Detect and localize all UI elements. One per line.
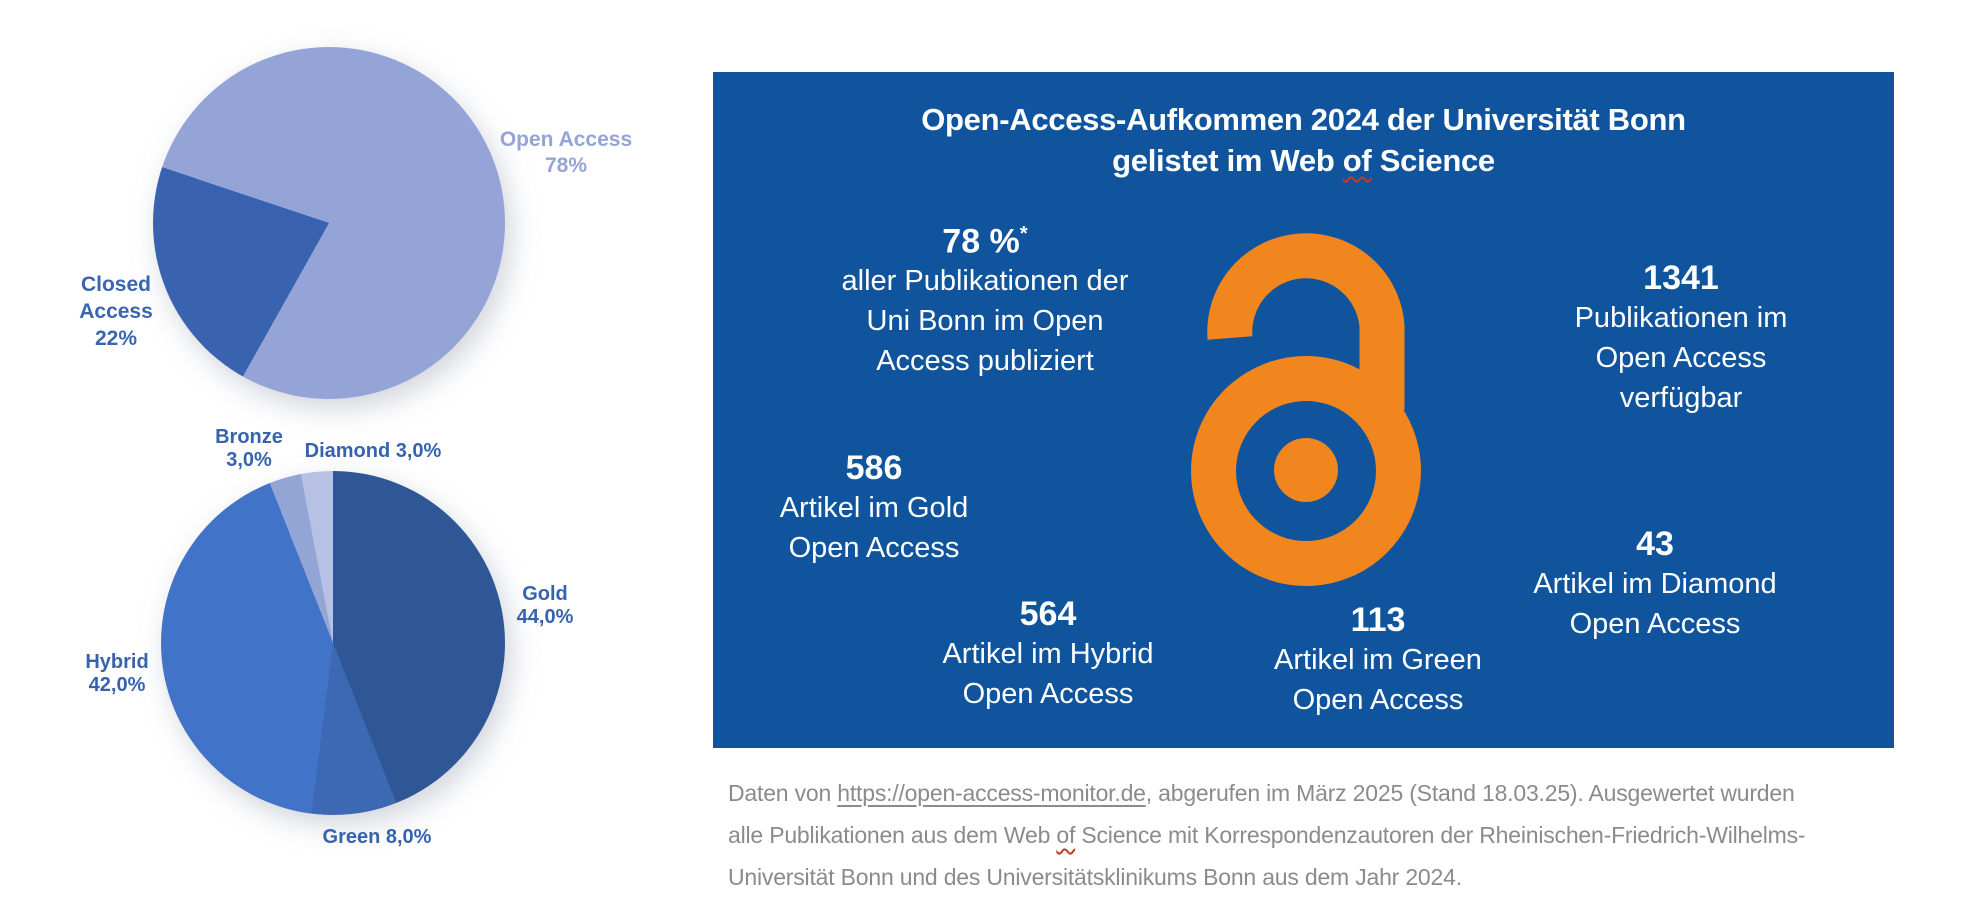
pie-label-open-access-value: 78% — [544, 154, 588, 177]
panel-title: Open-Access-Aufkommen 2024 der Universit… — [713, 99, 1894, 181]
pie-label-bronze: Bronze 3,0% — [174, 426, 324, 472]
pie-label-closed-line2: Access — [79, 300, 153, 323]
source-link[interactable]: https://open-access-monitor.de — [837, 780, 1146, 806]
pie-label-diamond: Diamond 3,0% — [273, 440, 473, 463]
pie-label-gold: Gold 44,0% — [470, 583, 620, 629]
stat-green-oa: 113 Artikel im Green Open Access — [1274, 601, 1482, 716]
lock-keyhole-dot — [1274, 438, 1338, 502]
pie-label-green: Green 8,0% — [277, 826, 477, 849]
lock-body-ring — [1191, 356, 1421, 586]
open-access-lock-icon — [1191, 233, 1421, 586]
pie-label-bronze-name: Bronze — [215, 426, 283, 448]
pie-label-hybrid-value: 42,0% — [88, 674, 146, 696]
pie-label-green-text: Green 8,0% — [322, 826, 432, 848]
panel-title-line1: Open-Access-Aufkommen 2024 der Universit… — [921, 102, 1686, 137]
pie-label-closed-value: 22% — [94, 327, 138, 350]
pie-label-hybrid: Hybrid 42,0% — [42, 651, 192, 697]
pie-label-open-access: Open Access 78% — [466, 127, 666, 179]
stat-open-access-share: 78 %* aller Publikationen der Uni Bonn i… — [805, 214, 1165, 381]
pie-chart-open-vs-closed — [153, 47, 505, 399]
source-note-line1: Daten von https://open-access-monitor.de… — [728, 780, 1795, 806]
source-note-line2: alle Publikationen aus dem Web of Scienc… — [728, 822, 1806, 848]
source-note: Daten von https://open-access-monitor.de… — [728, 772, 1878, 898]
stat-open-access-share-value: 78 %* — [942, 222, 1028, 261]
stat-hybrid-oa: 564 Artikel im Hybrid Open Access — [942, 595, 1154, 710]
pie-label-closed-line1: Closed — [80, 273, 151, 296]
panel-title-line2-post: Science — [1371, 143, 1495, 178]
info-panel: Open-Access-Aufkommen 2024 der Universit… — [713, 72, 1894, 748]
pie-label-gold-name: Gold — [522, 583, 568, 605]
pie-chart-oa-types — [161, 471, 505, 815]
source-note-line3: Universität Bonn und des Universitätskli… — [728, 864, 1462, 890]
stat-total-oa-publications: 1341 Publikationen im Open Access verfüg… — [1574, 259, 1788, 414]
footnote-asterisk: * — [1019, 223, 1028, 245]
pie-label-closed-access: Closed Access 22% — [41, 271, 191, 352]
pie-label-diamond-text: Diamond 3,0% — [304, 440, 442, 462]
panel-title-line2-of: of — [1342, 143, 1372, 178]
pie-label-bronze-value: 3,0% — [226, 449, 272, 471]
panel-title-line2: gelistet im Web of Science — [713, 140, 1894, 181]
stat-diamond-oa: 43 Artikel im Diamond Open Access — [1533, 525, 1777, 640]
lock-shackle — [1207, 233, 1405, 410]
panel-title-line2-pre: gelistet im Web — [1112, 143, 1343, 178]
pie-label-gold-value: 44,0% — [516, 606, 574, 628]
pie-label-hybrid-name: Hybrid — [85, 651, 149, 673]
pie-label-open-access-name: Open Access — [499, 128, 633, 151]
stat-gold-oa: 586 Artikel im Gold Open Access — [779, 449, 969, 564]
